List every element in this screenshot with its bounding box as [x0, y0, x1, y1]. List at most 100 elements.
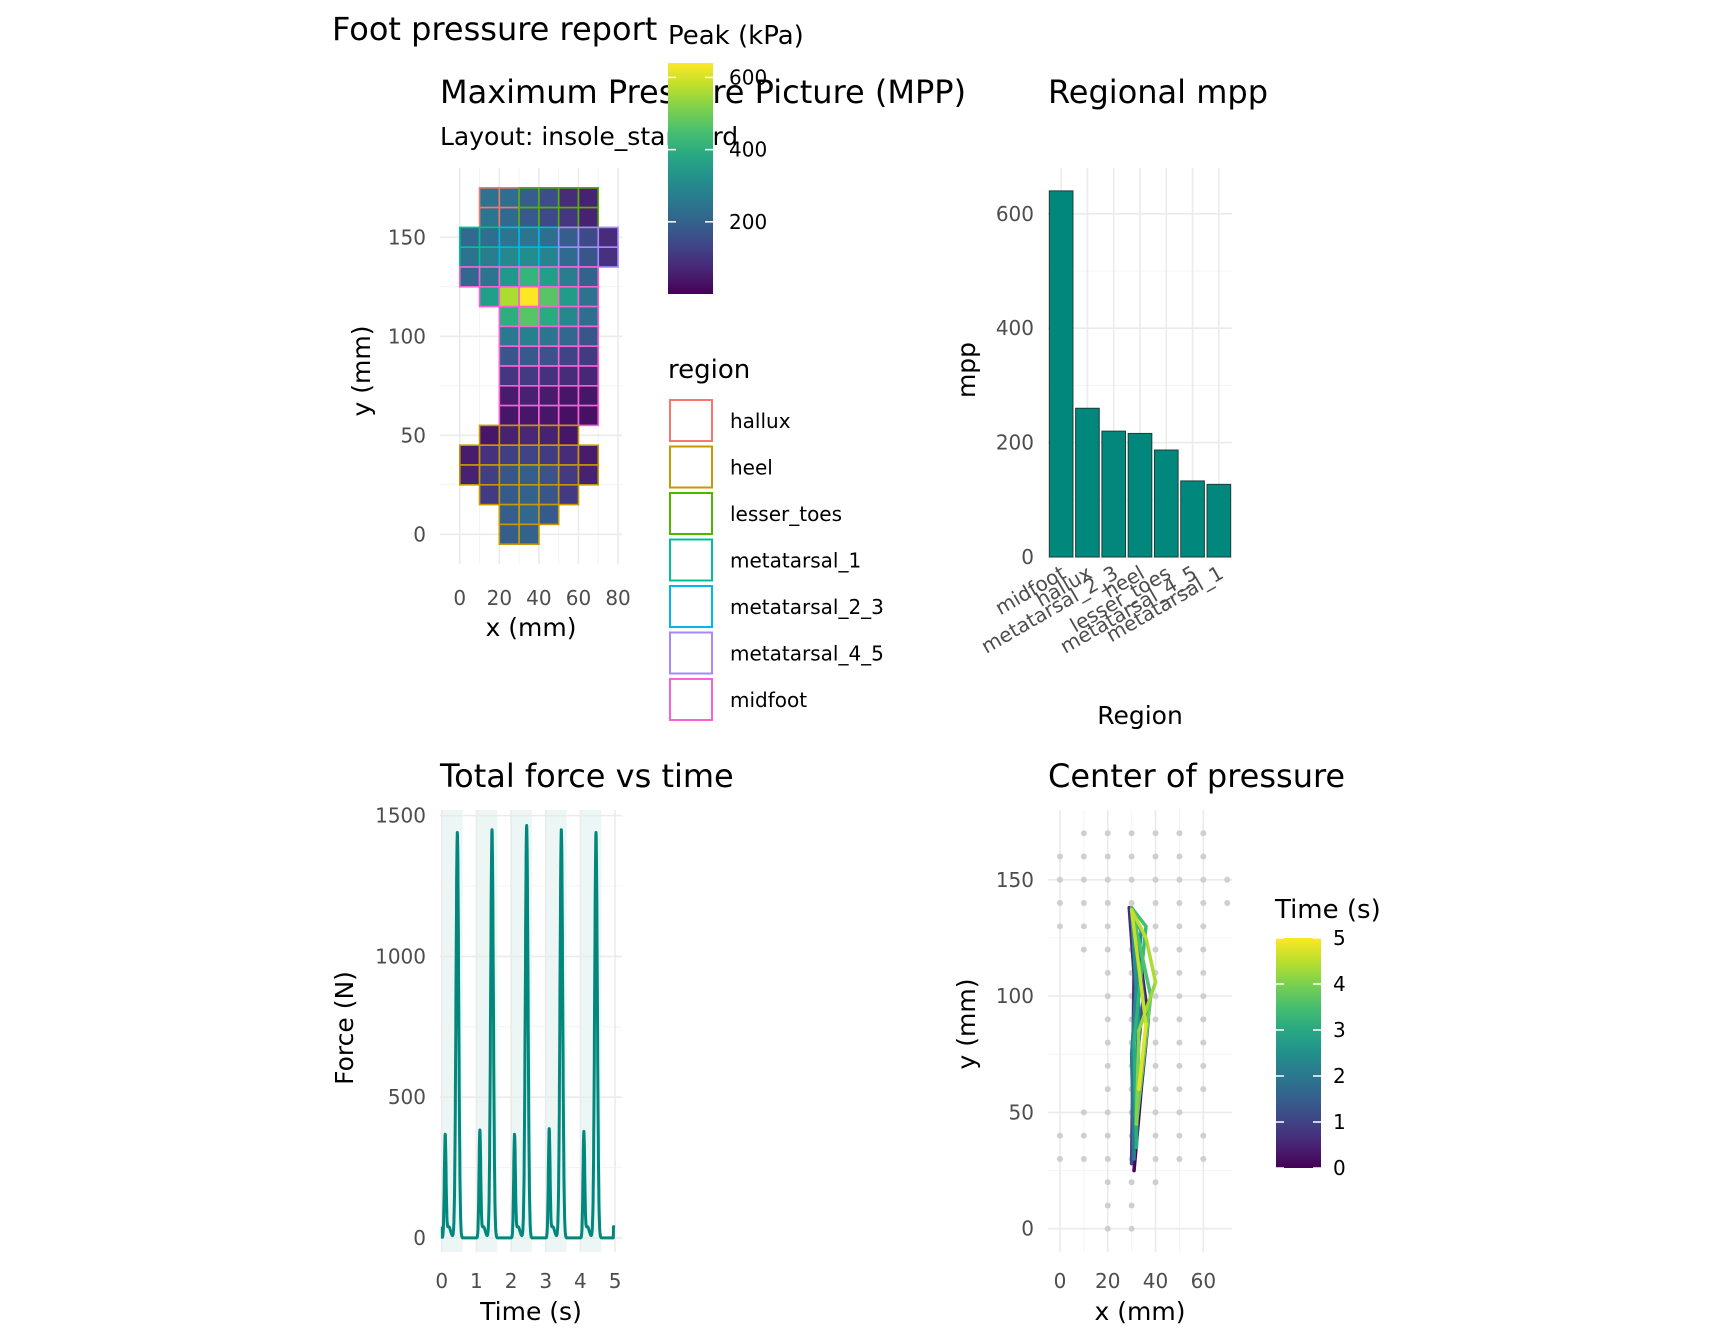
cop-path-segment [1137, 1022, 1148, 1091]
region-legend-label: metatarsal_1 [730, 549, 861, 573]
mpp-y-tick-label: 100 [388, 324, 426, 348]
sensor-point [1080, 1155, 1087, 1162]
peak-colorbar-tick-label: 200 [729, 210, 767, 234]
time-colorbar-tick-label: 5 [1333, 926, 1346, 950]
mpp-cell [458, 226, 481, 248]
mpp-cell [518, 266, 540, 288]
sensor-point [1080, 830, 1087, 837]
mpp-y-tick-label: 50 [401, 423, 426, 447]
sensor-point [1152, 1039, 1159, 1046]
mpp-cell [518, 285, 540, 308]
mpp-cell [518, 305, 540, 328]
peak-colorbar-tick-label: 400 [729, 138, 767, 162]
cop-path-segment [1129, 908, 1148, 1026]
sensor-point [1128, 1179, 1135, 1186]
mpp-cell [498, 464, 520, 486]
cop-path-segment [1129, 908, 1148, 940]
mpp-cell [478, 187, 501, 209]
mpp-cell [557, 285, 580, 308]
regional-y-tick-label: 200 [996, 431, 1034, 455]
region-legend-label: metatarsal_2_3 [730, 595, 884, 619]
mpp-cell [538, 345, 560, 367]
sensor-point [1200, 1039, 1207, 1046]
mpp-cell [577, 325, 600, 347]
sensor-point [1152, 946, 1159, 953]
mpp-cell [538, 246, 560, 268]
cop-x-tick-label: 0 [1054, 1269, 1067, 1293]
mpp-cell [478, 226, 501, 248]
regional-y-axis-title: mpp [952, 342, 981, 398]
mpp-cell [577, 226, 600, 248]
force-x-tick-label: 0 [435, 1269, 448, 1293]
cop-plot-area: 0 20 40 60 0 50 100 150 [996, 810, 1232, 1293]
sensor-point [1176, 853, 1183, 860]
sensor-point [1152, 1062, 1159, 1069]
sensor-point [1128, 853, 1135, 860]
regional-bar [1127, 432, 1153, 558]
mpp-cell [518, 246, 540, 268]
sensor-point [1176, 1039, 1183, 1046]
mpp-cell [557, 345, 580, 367]
sensor-point [1200, 1132, 1207, 1139]
mpp-cell [498, 365, 520, 387]
regional-bar [1048, 190, 1074, 558]
mpp-cell [478, 444, 501, 466]
mpp-cell [498, 523, 520, 546]
sensor-point [1176, 969, 1183, 976]
region-legend-key [669, 445, 713, 489]
mpp-x-axis-title: x (mm) [486, 613, 577, 642]
mpp-cell [458, 246, 481, 268]
sensor-point [1200, 900, 1207, 907]
sensor-point [1152, 853, 1159, 860]
mpp-cell [538, 187, 560, 209]
mpp-cell [498, 483, 520, 506]
region-legend-key [669, 678, 713, 721]
mpp-cell [557, 483, 580, 506]
cop-x-tick-label: 40 [1143, 1269, 1168, 1293]
force-y-axis-title: Force (N) [330, 971, 359, 1085]
sensor-point [1104, 1155, 1111, 1162]
time-colorbar-tick-label: 4 [1333, 972, 1346, 996]
sensor-point [1080, 876, 1087, 883]
mpp-cell [498, 305, 520, 328]
mpp-plot-area: 0 20 40 60 80 0 50 100 150 [388, 168, 631, 610]
region-legend-label: midfoot [730, 688, 807, 712]
sensor-point [1200, 969, 1207, 976]
mpp-cell [458, 266, 481, 288]
sensor-point [1200, 853, 1207, 860]
sensor-point [1128, 900, 1135, 907]
sensor-point [1176, 900, 1183, 907]
regional-y-tick-label: 600 [996, 202, 1034, 226]
sensor-point [1104, 853, 1111, 860]
cop-path-segment [1134, 1029, 1141, 1126]
mpp-cell [478, 246, 501, 268]
region-legend-label: heel [730, 456, 773, 480]
cop-y-tick-label: 100 [996, 984, 1034, 1008]
sensor-point [1128, 1202, 1135, 1209]
mpp-cell [538, 226, 560, 248]
sensor-point [1104, 1086, 1111, 1093]
regional-y-tick-label: 0 [1021, 545, 1034, 569]
sensor-point [1152, 1086, 1159, 1093]
sensor-point [1104, 1179, 1111, 1186]
mpp-cell [557, 325, 580, 347]
sensor-point [1128, 1225, 1135, 1232]
time-colorbar-tick-label: 0 [1333, 1156, 1346, 1180]
mpp-cell [557, 424, 580, 446]
region-legend-key [669, 585, 713, 628]
mpp-cell [557, 226, 580, 248]
sensor-point [1104, 900, 1111, 907]
sensor-point [1056, 1132, 1063, 1139]
sensor-point [1200, 1086, 1207, 1093]
mpp-cell [538, 444, 560, 466]
sensor-point [1176, 1086, 1183, 1093]
sensor-point [1200, 923, 1207, 930]
regional-title: Regional mpp [1048, 73, 1268, 111]
sensor-point [1152, 1179, 1159, 1186]
sensor-point [1176, 830, 1183, 837]
sensor-point [1056, 923, 1063, 930]
sensor-point [1200, 1016, 1207, 1023]
peak-colorbar-bar [668, 63, 713, 294]
sensor-point [1200, 1062, 1207, 1069]
sensor-point [1224, 900, 1231, 907]
